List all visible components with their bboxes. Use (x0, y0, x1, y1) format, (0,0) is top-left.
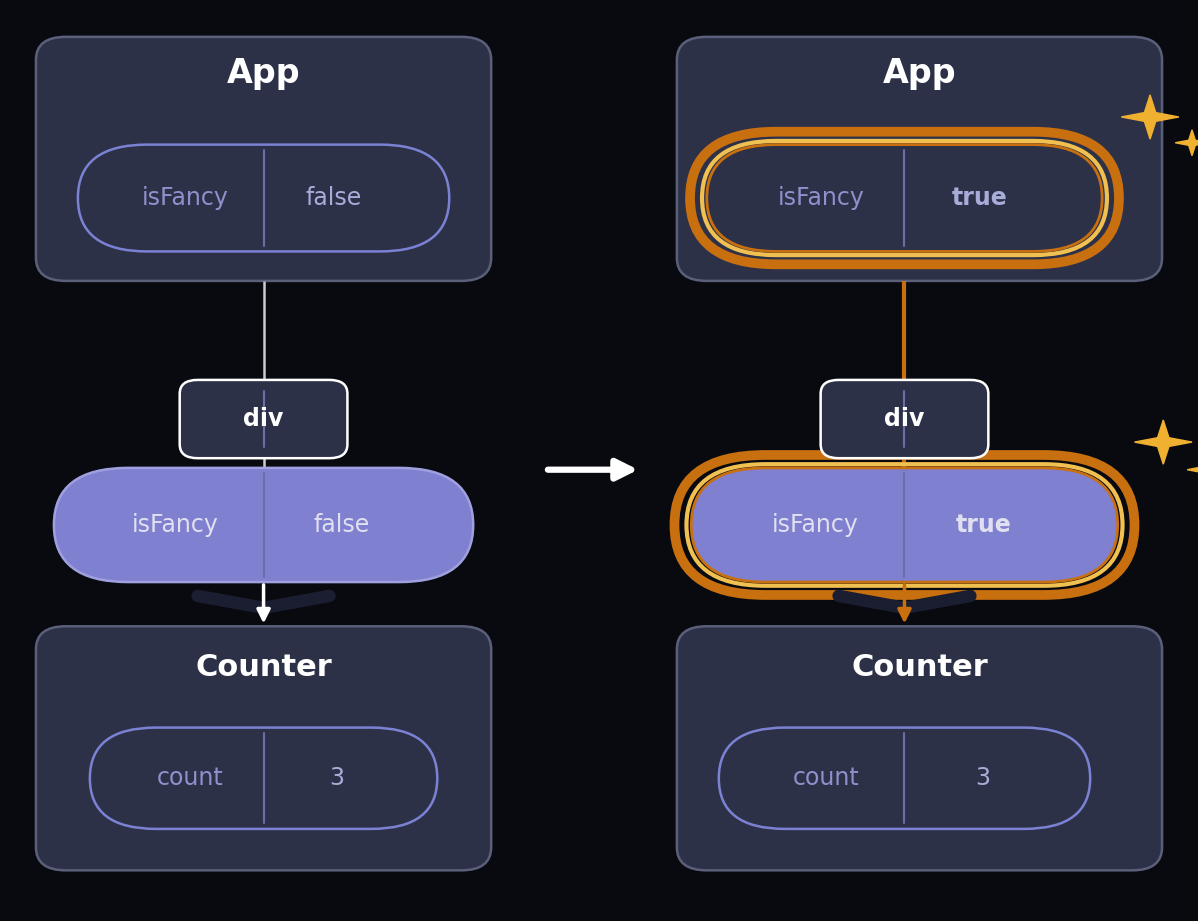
FancyBboxPatch shape (677, 626, 1162, 870)
FancyBboxPatch shape (180, 379, 347, 458)
Polygon shape (1121, 95, 1179, 139)
FancyBboxPatch shape (707, 145, 1102, 251)
Text: div: div (884, 407, 925, 431)
Text: true: true (956, 513, 1011, 537)
Text: true: true (951, 186, 1008, 210)
FancyBboxPatch shape (54, 468, 473, 582)
Text: div: div (243, 407, 284, 431)
FancyBboxPatch shape (36, 37, 491, 281)
Polygon shape (1135, 420, 1192, 464)
Text: 3: 3 (329, 766, 344, 790)
Polygon shape (1187, 457, 1198, 483)
Text: Counter: Counter (195, 653, 332, 682)
Text: count: count (793, 766, 860, 790)
Text: isFancy: isFancy (143, 186, 229, 210)
Text: false: false (313, 513, 369, 537)
Text: App: App (226, 57, 301, 90)
FancyBboxPatch shape (821, 379, 988, 458)
FancyBboxPatch shape (691, 468, 1118, 582)
FancyBboxPatch shape (719, 728, 1090, 829)
Text: 3: 3 (975, 766, 990, 790)
Text: count: count (157, 766, 224, 790)
Text: App: App (883, 57, 956, 90)
Text: Counter: Counter (851, 653, 988, 682)
FancyBboxPatch shape (78, 145, 449, 251)
Text: isFancy: isFancy (772, 513, 858, 537)
FancyBboxPatch shape (90, 728, 437, 829)
Text: false: false (305, 186, 362, 210)
Text: isFancy: isFancy (132, 513, 219, 537)
FancyBboxPatch shape (677, 37, 1162, 281)
FancyBboxPatch shape (36, 626, 491, 870)
Text: isFancy: isFancy (778, 186, 865, 210)
Polygon shape (1175, 130, 1198, 156)
